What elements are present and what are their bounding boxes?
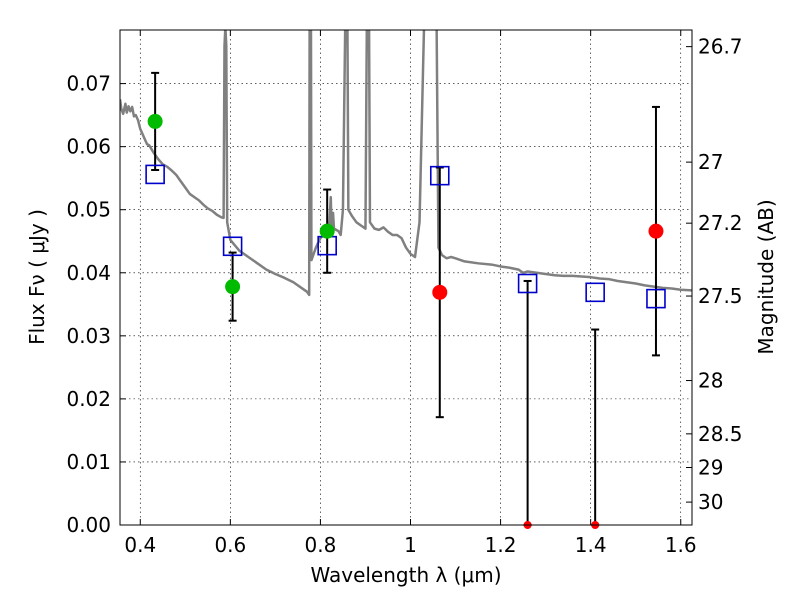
plot-frame (119, 29, 693, 526)
model-photometry-point (222, 236, 243, 257)
y-axis-label: Flux Fν ( μJy ) (25, 209, 49, 345)
x-tick-label: 1.2 (485, 533, 517, 557)
y-tick-label: 0.04 (66, 261, 111, 285)
model-photometry-point (585, 282, 605, 303)
model-photometry-point (429, 165, 450, 186)
y-tick-label: 0.01 (66, 450, 111, 474)
y-tick-label: 0.02 (66, 387, 111, 411)
model-photometry-point (517, 273, 538, 294)
mag-tick-label: 28 (698, 369, 723, 393)
y-tick-label: 0.05 (66, 198, 111, 222)
y-tick-label: 0.00 (66, 513, 111, 537)
observed-point (225, 279, 241, 295)
observed-points-layer (147, 113, 664, 529)
y2-axis-label: Magnitude (AB) (754, 199, 778, 354)
grid (120, 30, 692, 526)
plot-background (120, 30, 692, 525)
mag-tick-label: 26.7 (698, 35, 743, 59)
x-tick-label: 1.4 (575, 533, 607, 557)
model-photometry-layer (145, 164, 666, 309)
y-tick-label: 0.07 (66, 72, 111, 96)
x-tick-label: 1 (404, 533, 417, 557)
x-axis: 0.4 0.6 0.8 1 1.2 1.4 1.6 (124, 30, 697, 557)
y-tick-label: 0.03 (66, 324, 111, 348)
x-tick-label: 1.6 (665, 533, 697, 557)
x-tick-label: 0.4 (124, 533, 156, 557)
mag-tick-label: 29 (698, 455, 723, 479)
x-axis-label: Wavelength λ (μm) (310, 563, 501, 587)
x-tick-label: 0.8 (305, 533, 337, 557)
y-axis: 0.00 0.01 0.02 0.03 0.04 0.05 0.06 0.07 (66, 72, 126, 537)
y-tick-label: 0.06 (66, 135, 111, 159)
mag-tick-label: 27.2 (698, 211, 743, 235)
observed-point (432, 284, 448, 300)
magnitude-axis: 26.7 27 27.2 27.5 28 28.5 29 30 (686, 35, 743, 514)
model-photometry-point (646, 288, 666, 309)
model-photometry-point (145, 164, 165, 185)
mag-tick-label: 30 (698, 490, 723, 514)
observed-point (319, 223, 335, 239)
x-tick-label: 0.6 (214, 533, 246, 557)
observed-point (147, 113, 163, 129)
observed-point (648, 223, 664, 239)
mag-tick-label: 27 (698, 150, 723, 174)
mag-tick-label: 28.5 (698, 422, 743, 446)
mag-tick-label: 27.5 (698, 284, 743, 308)
